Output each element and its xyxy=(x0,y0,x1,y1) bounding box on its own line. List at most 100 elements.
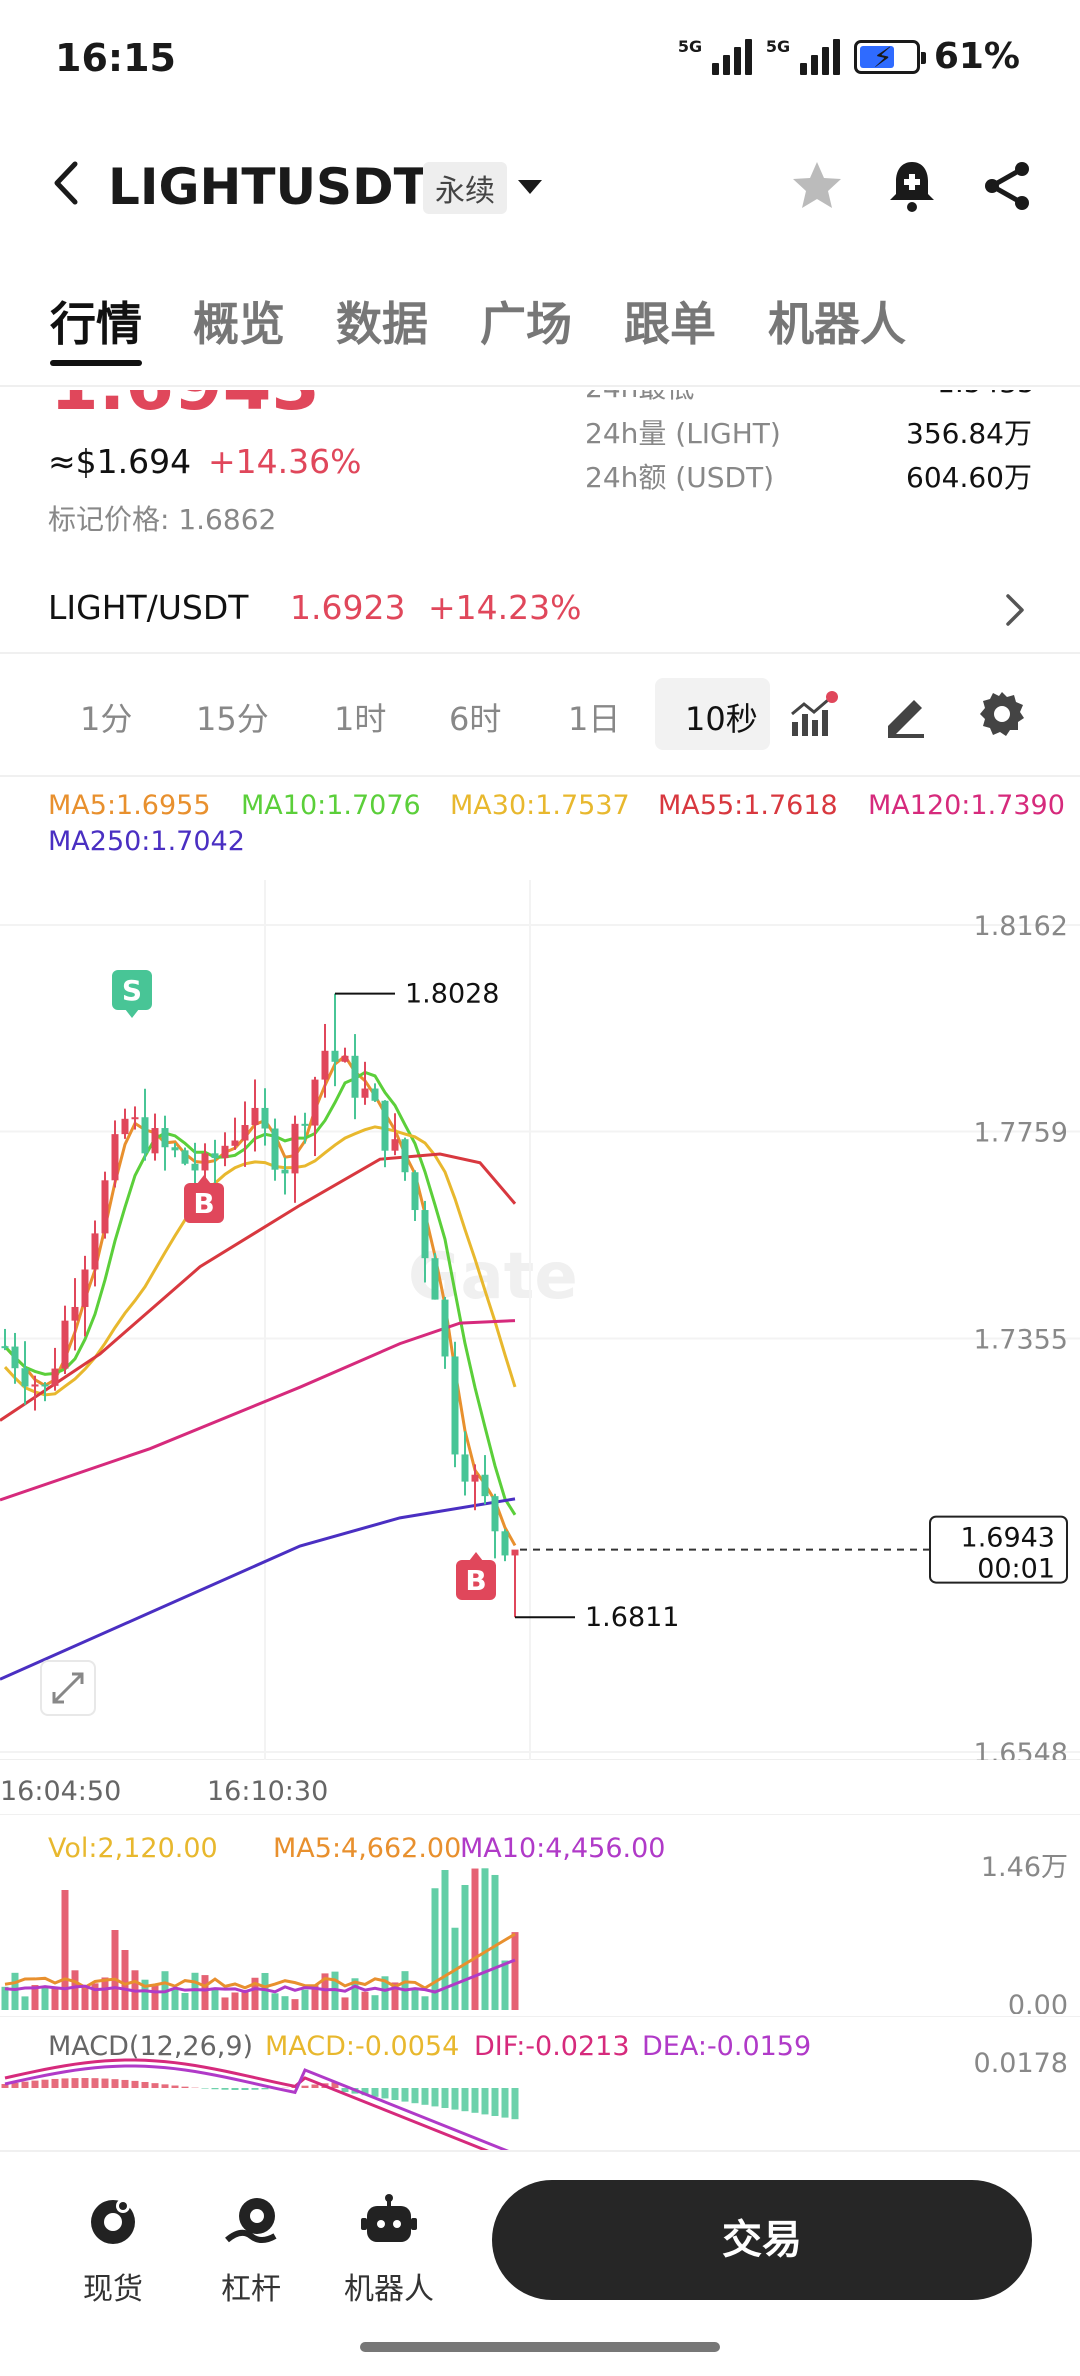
volume-bar xyxy=(261,1972,269,2010)
home-indicator[interactable] xyxy=(360,2342,720,2352)
x-tick-0: 16:04:50 xyxy=(0,1776,122,1807)
spot-pair-row[interactable]: LIGHT/USDT 1.6923 +14.23% xyxy=(0,568,1080,654)
chevron-down-icon[interactable] xyxy=(518,180,542,194)
macd-bar xyxy=(11,2082,19,2088)
share-icon[interactable] xyxy=(978,156,1038,216)
tab-overview[interactable]: 概览 xyxy=(193,297,285,351)
tab-data[interactable]: 数据 xyxy=(336,297,428,351)
candlestick-chart[interactable]: 1.8162 1.7759 1.7355 1.6548 1.6943 00:01 1.… xyxy=(0,860,1080,1760)
draw-tool-icon[interactable] xyxy=(880,688,932,740)
candle-body xyxy=(491,1496,499,1532)
candle-body xyxy=(181,1150,189,1164)
candle-body xyxy=(131,1117,139,1120)
battery-percent: 61% xyxy=(933,36,1020,77)
macd-bar xyxy=(41,2079,49,2088)
ma55-line xyxy=(0,1152,517,1422)
bell-icon[interactable] xyxy=(882,156,942,216)
tab-bot[interactable]: 机器人 xyxy=(768,297,906,351)
ma30-label: MA30:1.7537 xyxy=(450,790,630,821)
volume-bar xyxy=(141,1979,149,2010)
volume-bar xyxy=(311,1985,319,2010)
pair-title[interactable]: LIGHTUSDT xyxy=(108,158,428,216)
tab-square[interactable]: 广场 xyxy=(480,297,572,351)
macd-bar xyxy=(411,2088,419,2104)
nav-spot[interactable]: 现货 xyxy=(58,2192,168,2308)
macd-bar xyxy=(391,2088,399,2100)
volume-ma5-line xyxy=(4,1932,516,1990)
volume-bar xyxy=(101,1977,109,2010)
volume-bar xyxy=(341,1997,349,2010)
tab-copy-trade[interactable]: 跟单 xyxy=(624,297,716,351)
timeframe-1h[interactable]: 1时 xyxy=(334,700,387,738)
ma5-label: MA5:1.6955 xyxy=(48,790,211,821)
chevron-right-icon xyxy=(1006,594,1024,626)
top-tabs: 行情 概览 数据 广场 跟单 机器人 xyxy=(0,288,1080,378)
macd-bar xyxy=(251,2088,259,2090)
candle-body xyxy=(441,1299,449,1357)
candle-body xyxy=(271,1128,279,1170)
nav-robot[interactable]: 机器人 xyxy=(334,2192,444,2308)
robot-icon xyxy=(361,2194,417,2242)
timeframe-10s[interactable]: 10秒 xyxy=(655,678,770,750)
volume-chart: 1.46万 0.00 xyxy=(0,1814,1080,2014)
candle-body xyxy=(501,1531,509,1556)
expand-chart-button[interactable] xyxy=(40,1660,96,1716)
macd-bar xyxy=(231,2088,239,2090)
y-tick-label: 1.7759 xyxy=(974,1117,1068,1148)
candle-body xyxy=(461,1454,469,1482)
timeframe-1m[interactable]: 1分 xyxy=(80,700,133,738)
volume-bar xyxy=(241,1990,249,2010)
last-price-clipped: 1.6943 xyxy=(50,390,450,420)
volume-bar xyxy=(421,1996,429,2010)
low-label: 1.6811 xyxy=(585,1602,679,1633)
expand-icon xyxy=(52,1672,84,1704)
vol-ma10-label: MA10:4,456.00 xyxy=(460,1833,666,1864)
status-bar: 16:15 5G 5G ⚡ 61% xyxy=(0,0,1080,110)
volume-bar xyxy=(61,1890,69,2010)
candle-body xyxy=(71,1306,79,1321)
candle-body xyxy=(431,1258,439,1300)
macd-bar xyxy=(21,2081,29,2088)
star-icon[interactable] xyxy=(787,156,847,216)
volume-bar xyxy=(511,1932,519,2010)
timeframe-6h[interactable]: 6时 xyxy=(449,700,502,738)
volume-bar xyxy=(221,1997,229,2010)
candle-body xyxy=(321,1050,329,1080)
macd-bar xyxy=(121,2079,129,2088)
indicator-icon[interactable] xyxy=(788,688,840,740)
mark-price: 标记价格: 1.6862 xyxy=(48,503,277,536)
current-price-box xyxy=(929,1515,1068,1584)
usd-value: ≈$1.694 xyxy=(48,442,192,481)
candle-body xyxy=(311,1079,319,1126)
sell-marker: S xyxy=(112,970,152,1018)
back-icon[interactable] xyxy=(45,158,85,208)
candle-body xyxy=(231,1140,239,1146)
gear-icon[interactable] xyxy=(976,688,1028,740)
macd-bar xyxy=(371,2088,379,2097)
trade-button[interactable]: 交易 xyxy=(492,2180,1032,2300)
volume-bar xyxy=(481,1868,489,2010)
nav-margin[interactable]: 杠杆 xyxy=(196,2192,306,2308)
volume-bar xyxy=(231,1992,239,2010)
candle-body xyxy=(291,1123,299,1174)
y-tick-label: 1.6548 xyxy=(974,1738,1068,1760)
timeframe-15m[interactable]: 15分 xyxy=(196,700,269,738)
contract-type-badge[interactable]: 永续 xyxy=(423,162,507,214)
stat-24h-low: 24h最低1.5435 xyxy=(585,390,1035,404)
volume-bar xyxy=(191,1972,199,2010)
ma120-line xyxy=(0,1319,516,1502)
candle-body xyxy=(411,1172,419,1211)
volume-bar xyxy=(71,1970,79,2010)
spot-icon xyxy=(91,2199,135,2244)
tab-market[interactable]: 行情 xyxy=(50,288,142,366)
candle-body xyxy=(151,1128,159,1154)
macd-bar xyxy=(441,2088,449,2108)
header: LIGHTUSDT 永续 xyxy=(0,130,1080,240)
divider xyxy=(0,775,1080,777)
volume-bar xyxy=(181,1993,189,2010)
macd-bar xyxy=(221,2088,229,2090)
volume-bar xyxy=(501,1960,509,2010)
volume-bar xyxy=(81,1986,89,2010)
candle-body xyxy=(511,1549,519,1556)
timeframe-1d[interactable]: 1日 xyxy=(568,700,621,738)
